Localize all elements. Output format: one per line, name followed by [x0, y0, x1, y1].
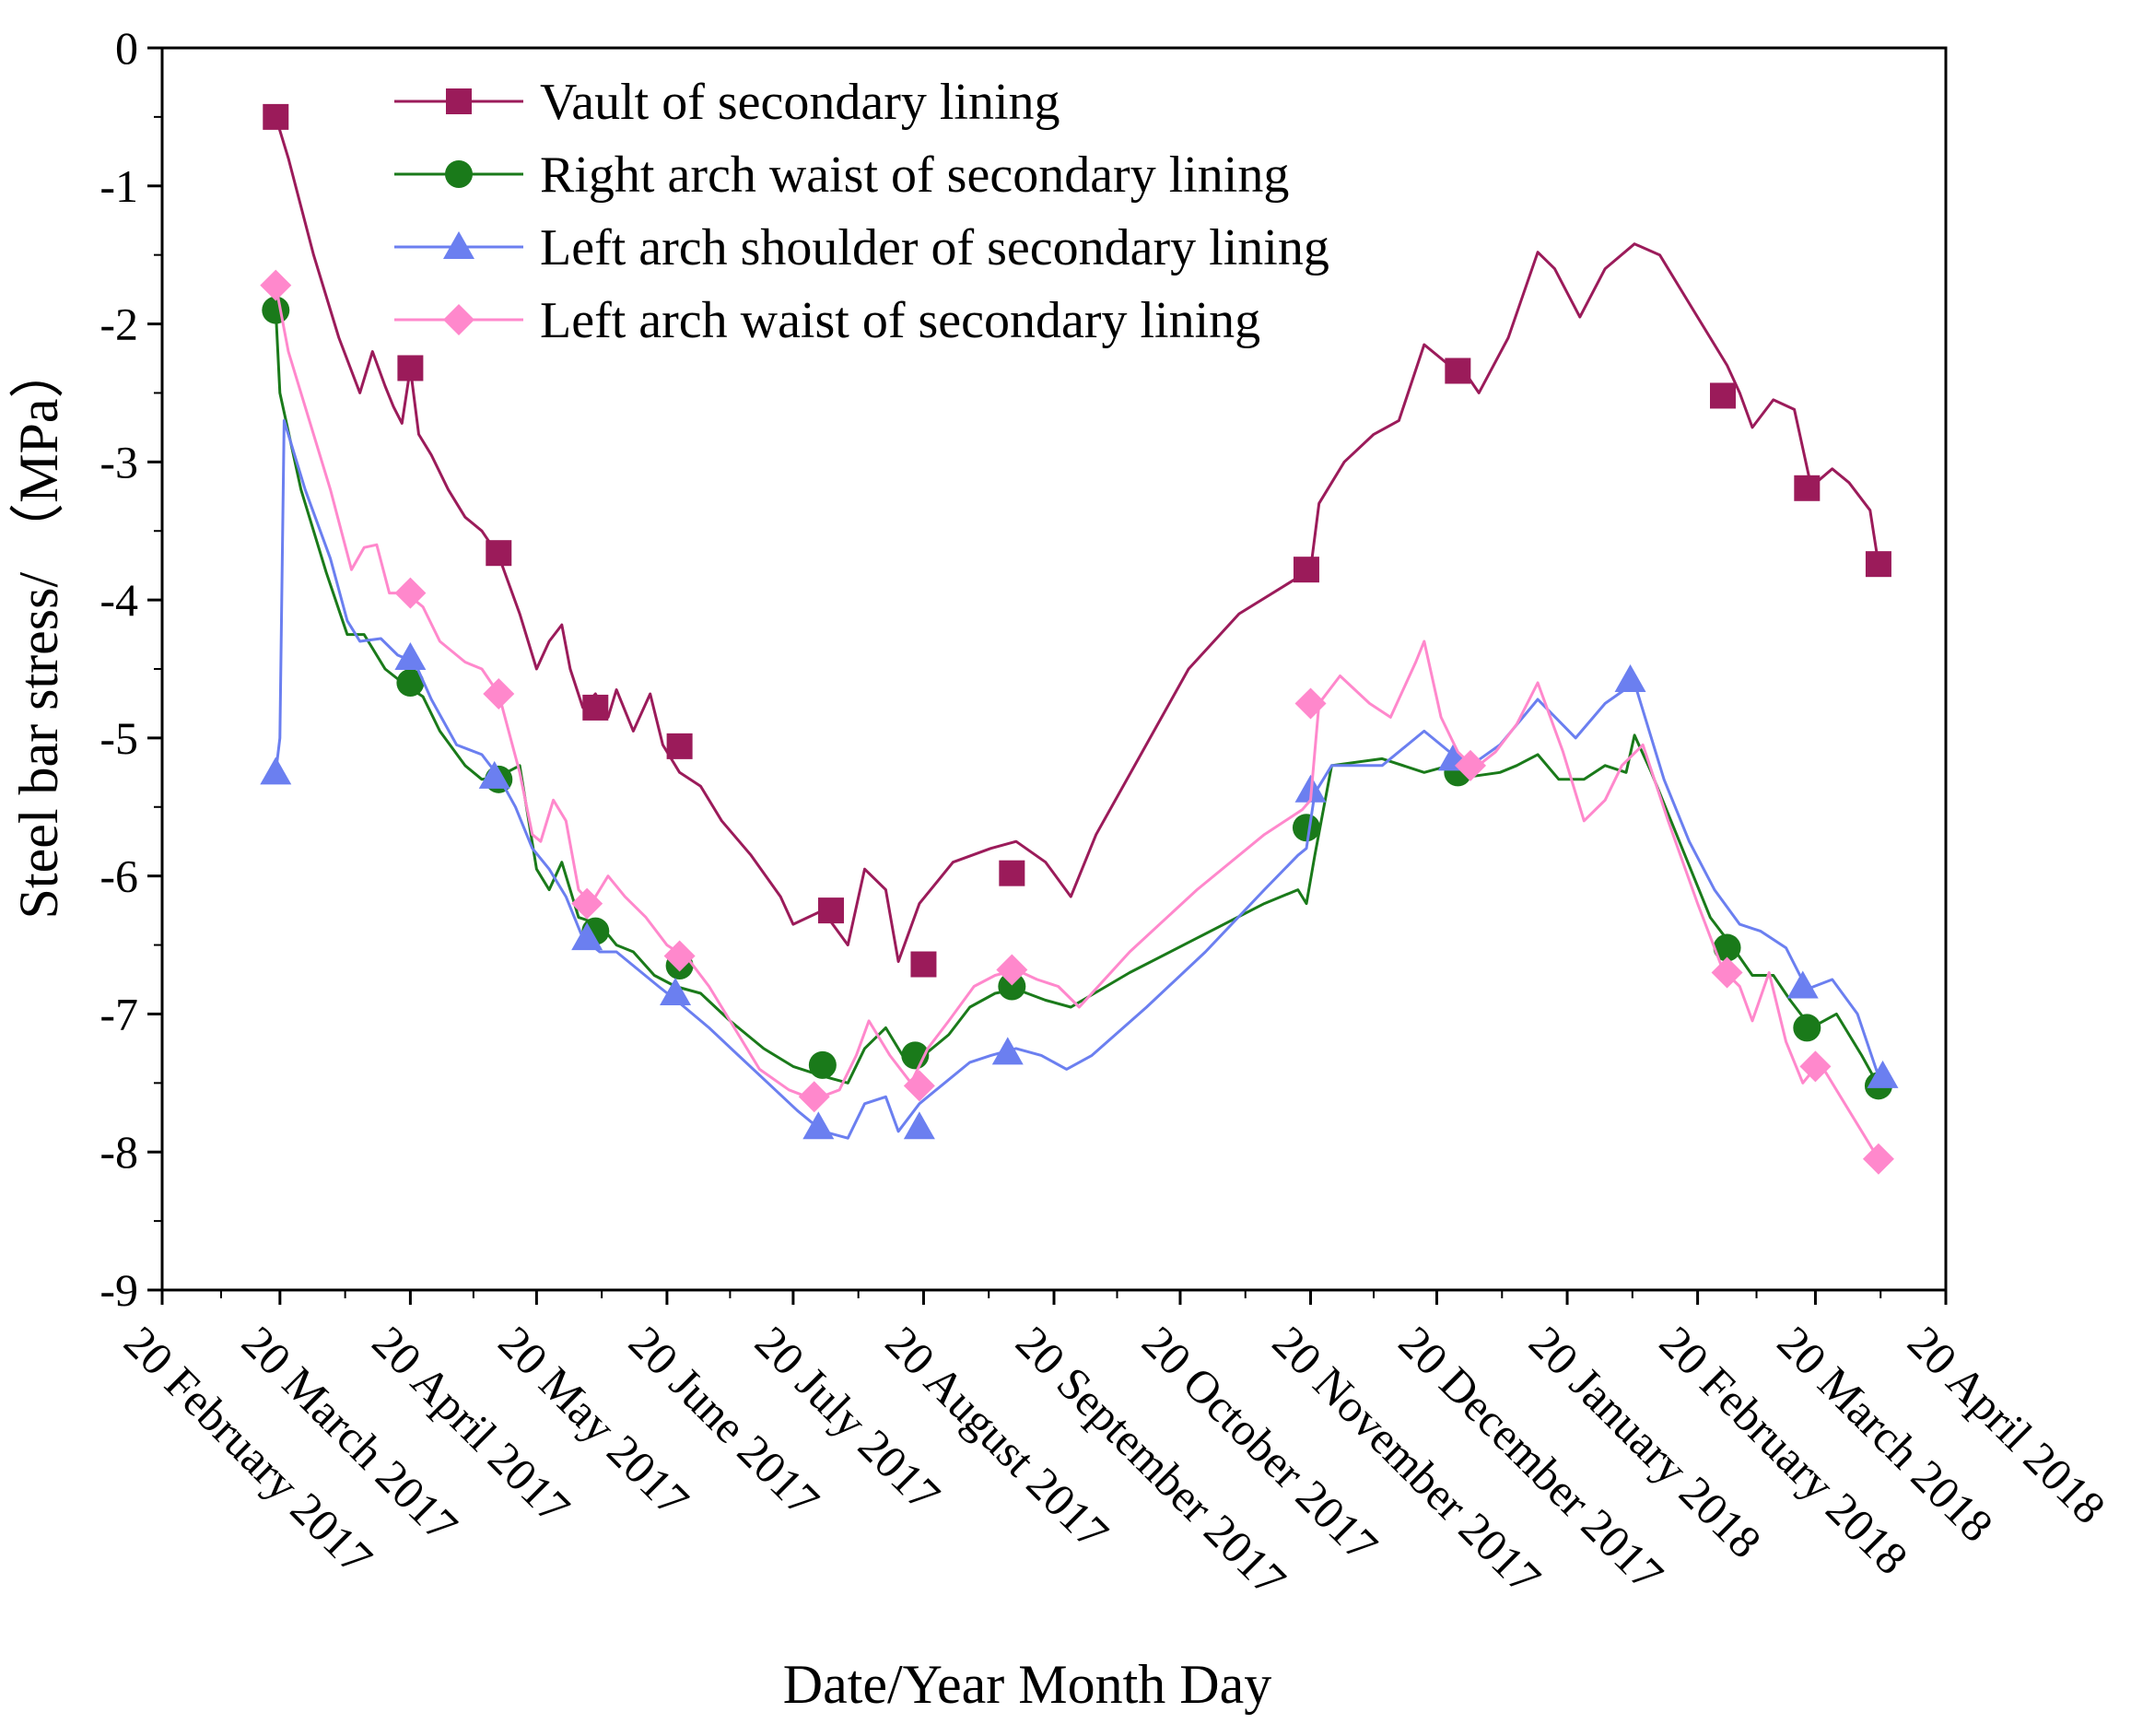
y-tick-label: -9 [100, 1264, 138, 1316]
data-point [396, 668, 425, 697]
data-point [1455, 749, 1487, 781]
legend-marker [445, 160, 473, 188]
x-axis-title: Date/Year Month Day [783, 1654, 1271, 1715]
y-tick-label: -2 [100, 299, 138, 350]
y-tick-label: -5 [100, 712, 138, 764]
legend-entry: Vault of secondary lining [394, 74, 1060, 131]
data-point [663, 940, 696, 972]
data-point [397, 355, 424, 381]
legend-entry: Left arch waist of secondary lining [394, 292, 1260, 349]
data-point [1793, 1014, 1821, 1042]
y-axis-title: Steel bar stress/ （MPa） [8, 344, 69, 920]
data-point [571, 922, 603, 951]
legend-marker [446, 88, 472, 114]
data-point [394, 642, 427, 671]
data-point [1865, 551, 1891, 578]
data-point [1713, 933, 1741, 962]
data-point [999, 860, 1025, 886]
legend-label: Left arch waist of secondary lining [540, 292, 1260, 349]
data-point [910, 951, 937, 978]
data-point [1445, 358, 1471, 384]
series-1 [263, 103, 1891, 978]
y-tick-label: -6 [100, 850, 138, 902]
y-tick-label: -3 [100, 436, 138, 487]
data-point [991, 1037, 1024, 1065]
data-point [1293, 557, 1319, 583]
data-point [260, 757, 292, 785]
data-point [1292, 814, 1320, 842]
data-point [582, 694, 609, 721]
data-point [903, 1111, 935, 1140]
data-point [808, 1050, 837, 1079]
data-point [260, 269, 292, 301]
legend-label: Vault of secondary lining [540, 74, 1060, 131]
data-point [1867, 1060, 1899, 1088]
data-point [1614, 663, 1646, 692]
legend-marker [443, 231, 474, 259]
data-point [903, 1070, 935, 1102]
data-point [486, 540, 512, 567]
data-point [1862, 1143, 1894, 1175]
series-line [274, 418, 1880, 1140]
data-point [1794, 475, 1821, 501]
legend: Vault of secondary lining Right arch wais… [394, 74, 1329, 349]
series-line [274, 116, 1880, 963]
y-tick-label: -1 [100, 160, 138, 212]
plot-area [260, 103, 1899, 1175]
y-tick-label: -4 [100, 574, 138, 626]
legend-marker [443, 304, 474, 335]
data-point [1710, 382, 1736, 409]
data-point [996, 954, 1028, 986]
data-point [394, 577, 427, 609]
x-tick-label: 20 August 2017 [876, 1316, 1119, 1559]
series-line [274, 285, 1880, 1160]
series-4 [260, 269, 1894, 1175]
data-point [818, 897, 844, 924]
legend-label: Right arch waist of secondary lining [540, 147, 1289, 204]
legend-label: Left arch shoulder of secondary lining [540, 219, 1329, 276]
legend-entry: Right arch waist of secondary lining [394, 147, 1289, 204]
data-point [660, 977, 692, 1005]
y-tick-label: -7 [100, 988, 138, 1039]
data-point [802, 1111, 835, 1140]
x-tick-label: 20 January 2018 [1519, 1316, 1771, 1567]
data-point [1786, 970, 1819, 999]
data-point [1799, 1050, 1832, 1083]
data-point [1294, 687, 1327, 720]
data-point [666, 733, 693, 759]
data-point [263, 103, 289, 130]
data-point [798, 1081, 830, 1113]
legend-entry: Left arch shoulder of secondary lining [394, 219, 1329, 276]
data-point [571, 887, 603, 920]
data-point [478, 760, 510, 789]
data-point [483, 677, 515, 710]
y-tick-label: -8 [100, 1126, 138, 1178]
series-3 [260, 418, 1899, 1140]
data-point [998, 972, 1026, 1001]
y-tick-label: 0 [115, 22, 138, 74]
data-point [1711, 956, 1743, 989]
